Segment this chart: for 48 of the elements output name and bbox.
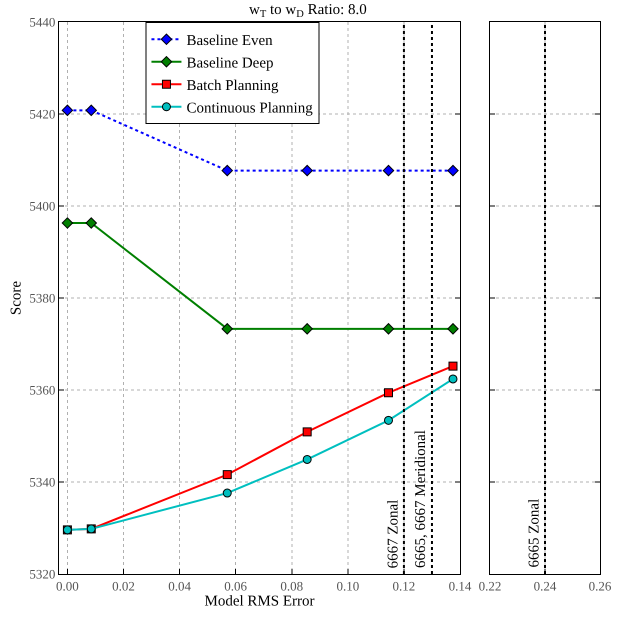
y-tick-label: 5380 (29, 290, 56, 306)
y-axis-title: Score (8, 280, 25, 316)
legend-label: Batch Planning (186, 78, 280, 94)
point (86, 104, 97, 116)
point (302, 454, 312, 464)
point (222, 470, 232, 480)
y-tick-label: 5340 (29, 474, 56, 490)
ref-line-label: 6665, 6667 Meridional (412, 430, 429, 568)
point (384, 416, 393, 425)
point (384, 388, 393, 398)
point (382, 323, 394, 335)
point (222, 164, 233, 176)
point (301, 164, 313, 176)
x-tick-label: 0.26 (588, 578, 612, 594)
point (301, 323, 313, 335)
point (62, 104, 74, 116)
legend-label: Continuous Planning (186, 100, 314, 117)
point (62, 217, 74, 229)
point (447, 323, 459, 335)
x-tick-label: 0.02 (112, 578, 135, 594)
x-tick-label: 0.24 (534, 578, 557, 594)
legend-label: Baseline Even (186, 33, 274, 50)
x-tick-label: 0.22 (478, 578, 502, 594)
point (302, 427, 312, 436)
x-tick-label: 0.04 (168, 578, 192, 594)
point (222, 488, 232, 498)
x-tick-label: 0.08 (280, 578, 304, 594)
y-tick-label: 5320 (29, 566, 56, 582)
point (447, 164, 459, 176)
point (222, 323, 233, 335)
x-tick-label: 0.06 (224, 578, 248, 594)
y-tick-label: 5360 (29, 382, 56, 398)
y-tick-label: 5400 (29, 198, 56, 214)
x-tick-label: 0.00 (56, 578, 79, 594)
x-tick-label: 0.12 (392, 578, 416, 594)
chart-title: w$_{T}$ to w$_{D}$ Ratio: 8.0 (249, 2, 367, 20)
x-tick-label: 0.14 (448, 578, 472, 594)
ref-line-label: 6667 Zonal (385, 500, 402, 568)
x-tick-label: 0.10 (336, 578, 360, 594)
y-tick-label: 5420 (29, 106, 56, 122)
point (448, 362, 458, 371)
point (86, 217, 97, 229)
x-axis-title: Model RMS Error (204, 594, 314, 610)
point (382, 164, 394, 176)
y-tick-label: 5440 (29, 14, 56, 30)
legend-label: Baseline Deep (186, 56, 274, 72)
ref-line-label: 6665 Zonal (526, 498, 542, 568)
point (448, 374, 458, 384)
